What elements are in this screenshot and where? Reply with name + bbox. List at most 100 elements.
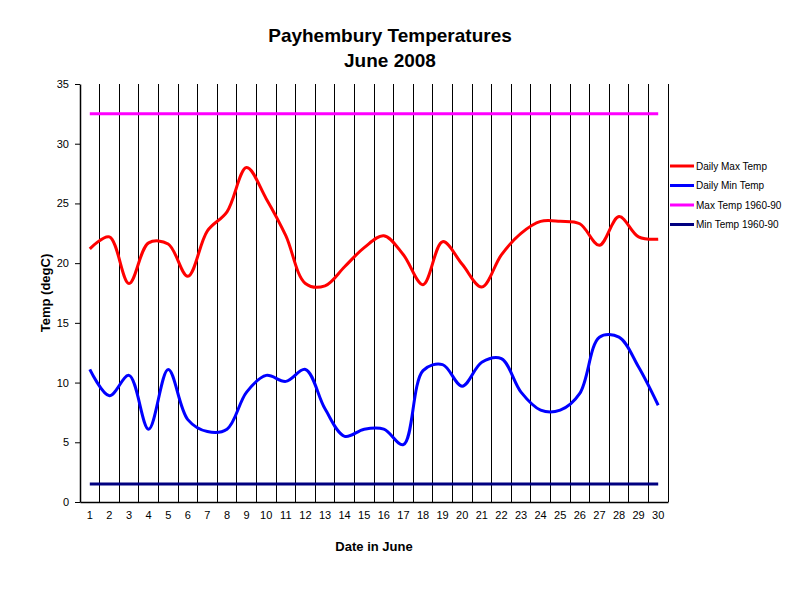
x-tick: 3 xyxy=(126,502,132,521)
y-tick: 30 xyxy=(57,138,80,150)
legend-swatch xyxy=(670,184,694,187)
x-tick: 28 xyxy=(613,502,625,521)
x-tick-label: 6 xyxy=(185,509,191,521)
legend-swatch xyxy=(670,223,694,226)
x-tick-label: 11 xyxy=(280,509,291,521)
legend: Daily Max Temp Daily Min Temp Max Temp 196… xyxy=(670,161,782,231)
x-tick-label: 7 xyxy=(204,509,210,521)
y-tick: 10 xyxy=(57,377,80,389)
x-grid-line xyxy=(570,84,571,502)
x-tick-label: 15 xyxy=(358,509,370,521)
x-grid-line xyxy=(197,84,198,502)
x-grid-line xyxy=(668,84,669,502)
x-tick: 13 xyxy=(319,502,331,521)
x-tick-label: 25 xyxy=(554,509,566,521)
legend-label: Daily Max Temp xyxy=(696,161,767,172)
x-tick-label: 22 xyxy=(495,509,507,521)
y-tick: 35 xyxy=(57,78,80,90)
x-axis: 1234567891011121314151617181920212223242… xyxy=(81,502,669,521)
x-tick: 16 xyxy=(378,502,390,521)
x-tick: 11 xyxy=(280,502,291,521)
x-grid-line xyxy=(609,84,610,502)
x-grid-line xyxy=(158,84,159,502)
x-grid-line xyxy=(589,84,590,502)
x-tick-label: 3 xyxy=(126,509,132,521)
y-tick-label: 10 xyxy=(57,377,69,389)
x-tick-label: 13 xyxy=(319,509,331,521)
x-grid-line xyxy=(334,84,335,502)
y-tick: 0 xyxy=(63,496,80,508)
x-tick: 8 xyxy=(224,502,230,521)
x-tick: 18 xyxy=(417,502,429,521)
y-tick-mark xyxy=(75,323,80,324)
background xyxy=(0,0,800,600)
y-tick: 15 xyxy=(57,317,80,329)
x-grid-line xyxy=(432,84,433,502)
y-tick-mark xyxy=(75,502,80,503)
x-tick-label: 9 xyxy=(244,509,250,521)
x-tick-label: 26 xyxy=(574,509,586,521)
x-tick: 24 xyxy=(534,502,546,521)
x-tick-label: 1 xyxy=(87,509,93,521)
x-tick: 20 xyxy=(456,502,468,521)
x-tick: 25 xyxy=(554,502,566,521)
x-tick-label: 21 xyxy=(476,509,488,521)
y-tick-label: 35 xyxy=(57,78,69,90)
x-tick-label: 20 xyxy=(456,509,468,521)
subtitle: June 2008 xyxy=(344,50,436,71)
x-tick-label: 23 xyxy=(515,509,527,521)
y-tick: 5 xyxy=(63,436,80,448)
y-tick-label: 0 xyxy=(63,496,69,508)
y-tick-mark xyxy=(75,84,80,85)
grid xyxy=(100,84,668,502)
x-tick-label: 14 xyxy=(338,509,350,521)
x-tick: 6 xyxy=(185,502,191,521)
x-grid-line xyxy=(550,84,551,502)
x-tick: 30 xyxy=(652,502,664,521)
x-tick-label: 10 xyxy=(260,509,272,521)
x-tick: 9 xyxy=(244,502,250,521)
x-tick-label: 18 xyxy=(417,509,429,521)
y-axis-title: Temp (degC) xyxy=(38,254,53,332)
x-tick-label: 16 xyxy=(378,509,390,521)
x-tick: 15 xyxy=(358,502,370,521)
x-tick-label: 4 xyxy=(146,509,152,521)
legend-label: Max Temp 1960-90 xyxy=(696,200,782,211)
x-grid-line xyxy=(491,84,492,502)
x-tick: 7 xyxy=(204,502,210,521)
x-tick: 1 xyxy=(87,502,93,521)
x-grid-line xyxy=(256,84,257,502)
title: Payhembury Temperatures xyxy=(268,25,512,46)
y-tick-mark xyxy=(75,144,80,145)
y-axis-line xyxy=(80,85,82,503)
y-tick-mark xyxy=(75,442,80,443)
x-tick-label: 28 xyxy=(613,509,625,521)
x-grid-line xyxy=(511,84,512,502)
y-tick-label: 30 xyxy=(57,138,69,150)
y-tick-label: 20 xyxy=(57,257,69,269)
plot-area xyxy=(90,114,658,484)
x-tick: 12 xyxy=(299,502,311,521)
x-grid-line xyxy=(236,84,237,502)
series-line xyxy=(90,112,658,115)
x-tick: 10 xyxy=(260,502,272,521)
x-axis-title: Date in June xyxy=(335,539,412,554)
x-grid-line xyxy=(295,84,296,502)
legend-label: Min Temp 1960-90 xyxy=(696,219,779,230)
x-tick-label: 17 xyxy=(397,509,409,521)
x-grid-line xyxy=(374,84,375,502)
x-tick: 23 xyxy=(515,502,527,521)
legend-swatch xyxy=(670,204,694,207)
x-grid-line xyxy=(354,84,355,502)
x-grid-line xyxy=(628,84,629,502)
x-tick-label: 12 xyxy=(299,509,311,521)
x-grid-line xyxy=(178,84,179,502)
x-tick-label: 19 xyxy=(436,509,448,521)
x-tick-label: 8 xyxy=(224,509,230,521)
y-tick: 20 xyxy=(57,257,80,269)
x-grid-line xyxy=(452,84,453,502)
x-grid-line xyxy=(530,84,531,502)
legend-label: Daily Min Temp xyxy=(696,180,765,191)
y-axis: 05101520253035 xyxy=(57,78,81,508)
x-grid-line xyxy=(648,84,649,502)
